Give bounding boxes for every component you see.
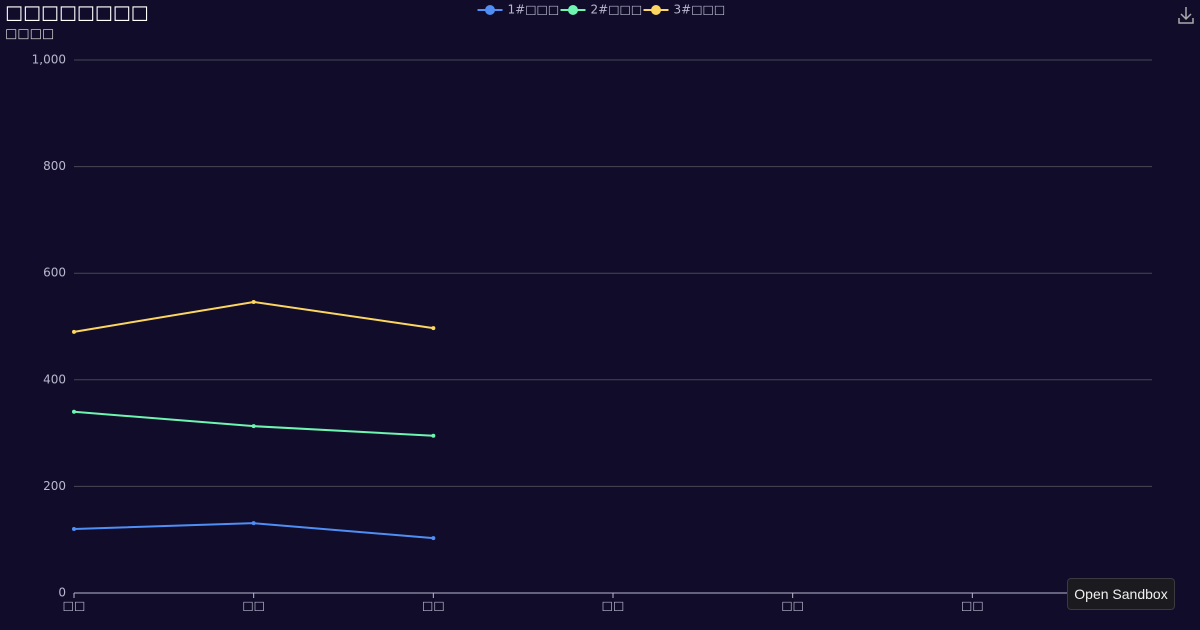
data-point bbox=[251, 299, 256, 304]
data-point bbox=[72, 409, 76, 414]
x-tick-label: □□ bbox=[961, 599, 984, 613]
legend-label: 1#□□□ bbox=[508, 3, 560, 17]
legend-marker bbox=[651, 5, 661, 15]
data-point bbox=[431, 326, 436, 331]
x-tick-label: □□ bbox=[781, 599, 804, 613]
x-tick-label: □□ bbox=[63, 599, 86, 613]
series-line bbox=[73, 410, 434, 437]
data-point bbox=[72, 527, 76, 532]
data-point bbox=[72, 329, 76, 334]
legend-marker bbox=[485, 5, 495, 15]
y-tick-label: 600 bbox=[43, 266, 66, 280]
y-tick-label: 1,000 bbox=[32, 53, 66, 67]
y-tick-label: 0 bbox=[58, 586, 66, 600]
series-line bbox=[73, 300, 434, 333]
series-line bbox=[73, 522, 434, 540]
data-point bbox=[251, 521, 256, 526]
legend-marker bbox=[568, 5, 578, 15]
x-tick-label: □□ bbox=[422, 599, 445, 613]
legend-label: 2#□□□ bbox=[591, 3, 643, 17]
chart-title: □□□□□□□□ bbox=[5, 2, 149, 24]
y-tick-label: 400 bbox=[43, 372, 66, 386]
y-tick-label: 200 bbox=[43, 479, 66, 493]
data-point bbox=[431, 536, 436, 541]
chart-subtitle: □□□□ bbox=[5, 27, 54, 42]
x-tick-label: □□ bbox=[602, 599, 625, 613]
download-icon[interactable] bbox=[1178, 7, 1194, 24]
open-sandbox-button[interactable]: Open Sandbox bbox=[1067, 578, 1175, 610]
data-point bbox=[431, 433, 436, 438]
x-tick-label: □□ bbox=[242, 599, 265, 613]
legend-label: 3#□□□ bbox=[674, 3, 726, 17]
y-tick-label: 800 bbox=[43, 159, 66, 173]
data-point bbox=[251, 424, 256, 429]
